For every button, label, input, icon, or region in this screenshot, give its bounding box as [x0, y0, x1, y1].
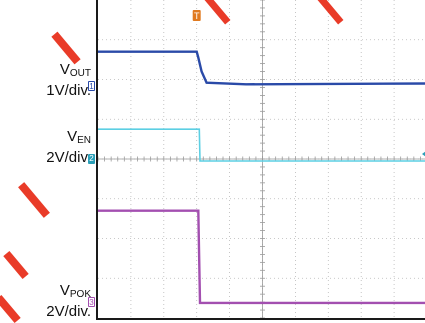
channel-2-level-marker — [422, 151, 425, 157]
trigger-marker — [192, 10, 201, 21]
ven-scale: 2V/div. — [46, 149, 91, 166]
vpok-scale: 2V/div. — [46, 303, 91, 320]
channel-1-marker: 1 — [88, 81, 95, 91]
channel-3-marker: 3 — [88, 297, 95, 307]
watermark-stroke — [51, 31, 81, 65]
vpok-label: VPOK 2V/div. — [46, 282, 91, 320]
watermark-stroke — [0, 294, 21, 323]
channel-2-marker: 2 — [88, 154, 95, 164]
vpok-sub: POK — [69, 289, 91, 300]
watermark-stroke — [18, 182, 50, 218]
oscilloscope-screen: T — [96, 0, 425, 320]
watermark-stroke — [3, 250, 29, 280]
vout-scale: 1V/div. — [46, 82, 91, 99]
trace-ven — [98, 128, 425, 162]
trigger-marker-label: T — [194, 11, 200, 21]
vout-label: VOUT 1V/div. — [46, 61, 91, 99]
trace-vout — [98, 50, 425, 86]
trace-vpok — [98, 209, 425, 305]
vout-name: V — [59, 61, 70, 78]
ven-sub: EN — [77, 135, 91, 146]
vpok-name: V — [59, 282, 70, 299]
ven-name: V — [67, 128, 78, 145]
ven-label: VEN 2V/div. — [46, 128, 91, 166]
waveform-plot: T — [98, 0, 425, 318]
vout-sub: OUT — [69, 68, 91, 79]
